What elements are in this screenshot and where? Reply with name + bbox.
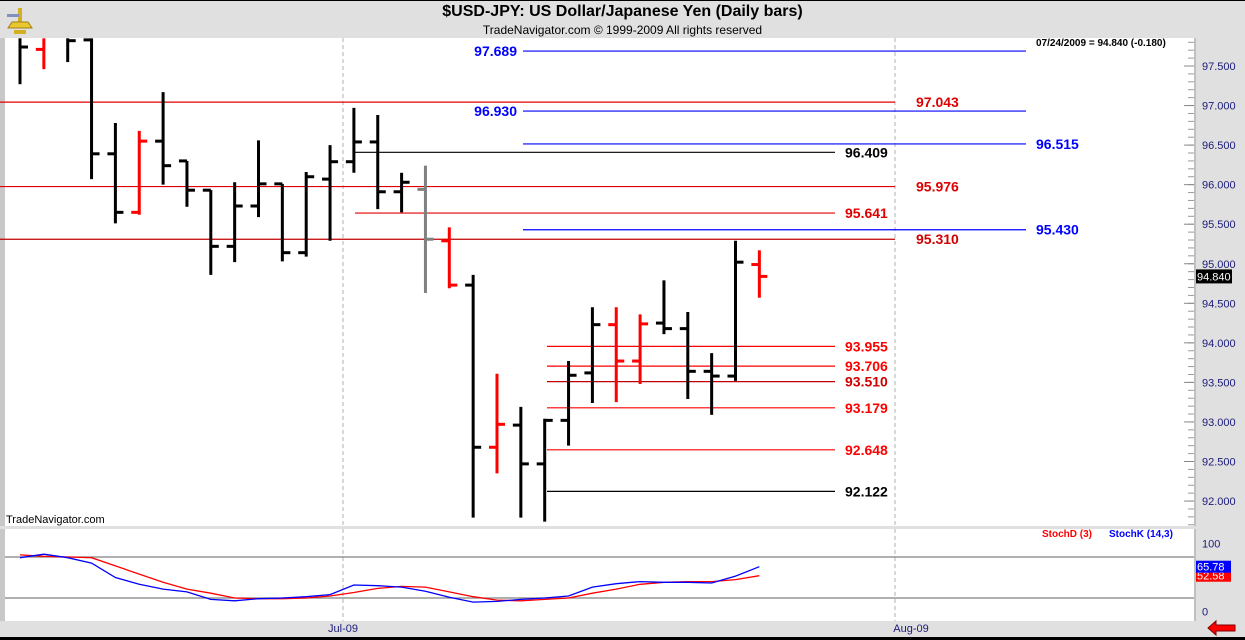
y-tick-label: 95.500 <box>1202 219 1236 231</box>
ohlc-bar <box>655 280 672 335</box>
y-tick-label: 94.000 <box>1202 338 1236 350</box>
red-left-arrow-icon <box>1207 619 1236 637</box>
window-top-border <box>0 0 1245 1</box>
stoch-panel <box>0 529 1195 621</box>
watermark: TradeNavigator.com <box>6 514 105 526</box>
last-quote-readout: 07/24/2009 = 94.840 (-0.180) <box>1036 38 1166 49</box>
ohlc-bar <box>465 274 482 518</box>
ohlc-bar <box>131 130 148 215</box>
ohlc-bar <box>178 159 195 207</box>
chart-title: $USD-JPY: US Dollar/Japanese Yen (Daily … <box>442 3 803 20</box>
panel-left-border <box>0 38 5 526</box>
chart-subtitle: TradeNavigator.com © 1999-2009 All right… <box>482 23 763 37</box>
level-label: 95.641 <box>845 205 888 221</box>
ohlc-bar <box>369 115 386 210</box>
ohlc-bar <box>35 38 46 70</box>
price-panel <box>0 38 1195 526</box>
stoch-tick-label: 100 <box>1202 538 1220 550</box>
y-tick-label: 97.000 <box>1202 101 1236 113</box>
stoch-tick-label: 0 <box>1202 607 1208 619</box>
stochd-line <box>19 554 760 602</box>
stoch-value-label: 65.78 <box>1197 562 1225 574</box>
ohlc-bar <box>536 418 553 522</box>
ohlc-bar <box>608 307 625 403</box>
level-label: 95.976 <box>916 179 959 195</box>
stoch-value-badge <box>1196 560 1231 573</box>
level-label: 96.409 <box>845 144 888 160</box>
level-label: 97.689 <box>474 43 517 59</box>
ohlc-bar <box>393 172 410 213</box>
ohlc-bar <box>441 227 458 289</box>
ohlc-bar <box>584 307 601 403</box>
ohlc-bar <box>66 38 76 63</box>
y-tick-label: 96.500 <box>1202 140 1236 152</box>
ohlc-bar <box>489 373 505 474</box>
level-label: 95.310 <box>916 231 959 247</box>
level-label: 93.706 <box>845 358 888 374</box>
stoch-left-border <box>0 529 5 621</box>
stoch-value-label: 52.58 <box>1197 571 1225 583</box>
ohlc-bar <box>703 353 720 415</box>
ohlc-bar <box>345 107 362 173</box>
ohlc-bar <box>18 38 28 85</box>
y-tick-label: 94.500 <box>1202 298 1236 310</box>
ohlc-bar <box>417 165 434 294</box>
ohlc-bar <box>298 171 315 257</box>
y-tick-label: 92.500 <box>1202 457 1236 469</box>
y-tick-label: 93.500 <box>1202 377 1236 389</box>
ohlc-bar <box>512 406 529 518</box>
y-tick-label: 92.000 <box>1202 496 1236 508</box>
level-label: 96.515 <box>1036 136 1079 152</box>
ohlc-bar <box>322 145 339 241</box>
ohlc-bar <box>560 361 577 446</box>
legend-stochd: StochD (3) <box>1042 529 1092 540</box>
level-label: 92.648 <box>845 442 888 458</box>
level-label: 92.122 <box>845 483 888 499</box>
ohlc-bar <box>226 182 243 263</box>
y-tick-label: 97.500 <box>1202 61 1236 73</box>
level-label: 93.955 <box>845 338 888 354</box>
stoch-value-badge <box>1196 569 1231 582</box>
ohlc-bar <box>632 314 649 384</box>
x-tick-label: Jul-09 <box>328 623 358 635</box>
y-tick-label: 95.000 <box>1202 259 1236 271</box>
ohlc-bar <box>107 122 124 224</box>
last-price-badge <box>1196 269 1232 284</box>
ohlc-bar <box>83 38 100 180</box>
x-tick-label: Aug-09 <box>893 623 928 635</box>
last-price-label: 94.840 <box>1197 271 1231 283</box>
stochk-line <box>19 553 760 603</box>
ohlc-bar <box>727 240 744 381</box>
window-bottom-border <box>0 637 1245 640</box>
ohlc-bar <box>202 188 219 275</box>
level-label: 95.430 <box>1036 222 1079 238</box>
ohlc-bar <box>250 140 267 218</box>
y-tick-label: 96.000 <box>1202 180 1236 192</box>
sextant-icon <box>7 8 33 34</box>
y-tick-label: 93.000 <box>1202 417 1236 429</box>
level-label: 96.930 <box>474 103 517 119</box>
ohlc-bar <box>751 250 768 298</box>
ohlc-bar <box>679 312 696 400</box>
level-label: 93.179 <box>845 400 888 416</box>
ohlc-bar <box>274 182 291 262</box>
level-label: 97.043 <box>916 94 959 110</box>
legend-stochk: StochK (14,3) <box>1109 529 1173 540</box>
level-label: 93.510 <box>845 374 888 390</box>
scroll-left-button[interactable] <box>1207 619 1236 637</box>
ohlc-bar <box>155 92 172 185</box>
